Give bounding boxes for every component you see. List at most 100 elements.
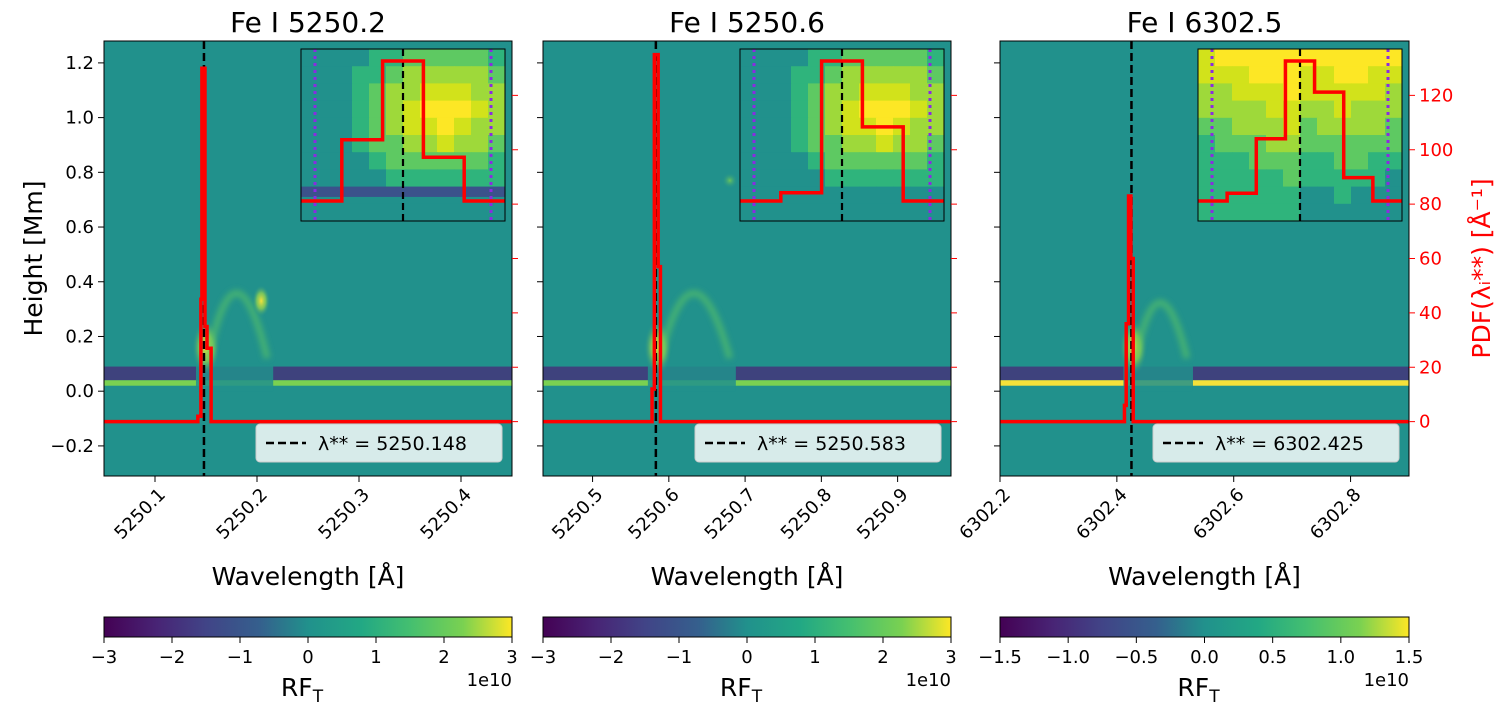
- inset-cell: [301, 100, 319, 119]
- inset-cell: [825, 83, 843, 102]
- inset-cell: [1351, 186, 1369, 205]
- inset-cell: [471, 49, 489, 67]
- y-tick-label: 0.2: [65, 326, 94, 347]
- colorbar-tick-label: −0.5: [1114, 647, 1158, 668]
- inset-cell: [1215, 203, 1233, 222]
- inset-cell: [876, 169, 894, 188]
- colorbar-tick-label: 2: [438, 647, 449, 668]
- inset-cell: [437, 203, 455, 222]
- inset-cell: [437, 135, 455, 153]
- inset-cell: [927, 49, 945, 67]
- pdf-step-curve: [104, 66, 512, 424]
- inset-cell: [1198, 135, 1216, 153]
- inset-cell: [437, 49, 455, 67]
- x-tick-label: 5250.7: [701, 484, 760, 543]
- colorbar-tick-label: −2: [598, 647, 625, 668]
- inset-cell: [791, 135, 809, 153]
- inset-cell: [318, 49, 336, 67]
- inset-cell: [403, 152, 421, 170]
- inset-cell: [757, 169, 775, 188]
- inset-cell: [454, 203, 472, 222]
- inset-cell: [488, 49, 506, 67]
- inset-cell: [335, 169, 353, 188]
- inset-cell: [927, 83, 945, 102]
- inset-cell: [927, 117, 945, 136]
- x-tick-label: 5250.1: [110, 484, 169, 543]
- inset-cell: [757, 117, 775, 136]
- inset-cell: [1232, 186, 1250, 205]
- y-tick-label: 0.4: [65, 272, 94, 293]
- inset-cell: [1198, 100, 1216, 119]
- inset-cell: [471, 100, 489, 119]
- inset-cell: [791, 117, 809, 136]
- inset-cell: [842, 152, 860, 170]
- panel-2: Fe I 5250.6 5250.5 5250.6 5250.7 5250.8 5250.…: [530, 6, 957, 707]
- y-tick-label: −0.2: [50, 436, 94, 457]
- inset-cell: [876, 66, 894, 84]
- y2-tick-label: 0: [1419, 412, 1430, 433]
- inset-cell: [842, 186, 860, 205]
- inset-cell: [1283, 66, 1301, 84]
- inset-cell: [876, 135, 894, 153]
- inset-cell: [876, 49, 894, 67]
- inset-cell: [318, 135, 336, 153]
- inset-cell: [1300, 135, 1318, 153]
- inset-cell: [352, 152, 370, 170]
- inset-cell: [808, 203, 826, 222]
- bright-spot: [252, 284, 271, 317]
- inset-cell: [757, 83, 775, 102]
- inset-cell: [791, 100, 809, 119]
- legend-box: [694, 423, 942, 463]
- inset-cell: [386, 135, 404, 153]
- y2-tick-label: 120: [1419, 85, 1453, 106]
- inset-cell: [301, 83, 319, 102]
- colorbar-gradient: [103, 616, 513, 638]
- x-axis-label: Wavelength [Å]: [1108, 562, 1301, 591]
- inset-cell: [437, 100, 455, 119]
- positive-band: [543, 380, 951, 386]
- inset-cell: [335, 83, 353, 102]
- inset-cell: [825, 152, 843, 170]
- inset-cell: [910, 135, 928, 153]
- colorbar-label-subscript: T: [751, 687, 763, 707]
- legend-label: λ** = 5250.148: [318, 433, 467, 455]
- inset-cell: [893, 49, 911, 67]
- inset-cell: [1334, 203, 1352, 222]
- inset-cell: [927, 66, 945, 84]
- inset-cell: [740, 49, 758, 67]
- x-tick-label: 6302.8: [1306, 484, 1365, 543]
- inset: [1197, 48, 1403, 222]
- inset-cell: [774, 100, 792, 119]
- inset-cell: [318, 66, 336, 84]
- inset-cell: [842, 169, 860, 188]
- inset-cell: [825, 66, 843, 84]
- inset-cell: [1232, 66, 1250, 84]
- inset-cell: [1283, 186, 1301, 205]
- panel-title: Fe I 5250.2: [230, 6, 386, 39]
- inset-cell: [1368, 135, 1386, 153]
- colorbar-tick-label: 1.0: [1327, 647, 1356, 668]
- inset-cell: [893, 66, 911, 84]
- inset-frame: [739, 48, 945, 222]
- inset-cell: [1300, 186, 1318, 205]
- inset-cell: [825, 135, 843, 153]
- inset-cell: [335, 203, 353, 222]
- inset-cell: [910, 169, 928, 188]
- inset-cell: [471, 117, 489, 136]
- inset-cell: [825, 169, 843, 188]
- x-tick-label: 5250.8: [777, 484, 836, 543]
- x-axis-label: Wavelength [Å]: [212, 562, 405, 591]
- inset-cell: [1232, 49, 1250, 67]
- inset-cell: [757, 49, 775, 67]
- inset-cell: [437, 66, 455, 84]
- inset-cell: [488, 117, 506, 136]
- inset-cell: [1198, 66, 1216, 84]
- inset-cell: [1300, 100, 1318, 119]
- inset-cell: [1215, 49, 1233, 67]
- inset-cell: [791, 186, 809, 205]
- inset-cell: [386, 203, 404, 222]
- inset-cell: [454, 49, 472, 67]
- x-tick-label: 5250.4: [416, 484, 475, 543]
- inset-cell: [1283, 169, 1301, 188]
- inset-cell: [335, 135, 353, 153]
